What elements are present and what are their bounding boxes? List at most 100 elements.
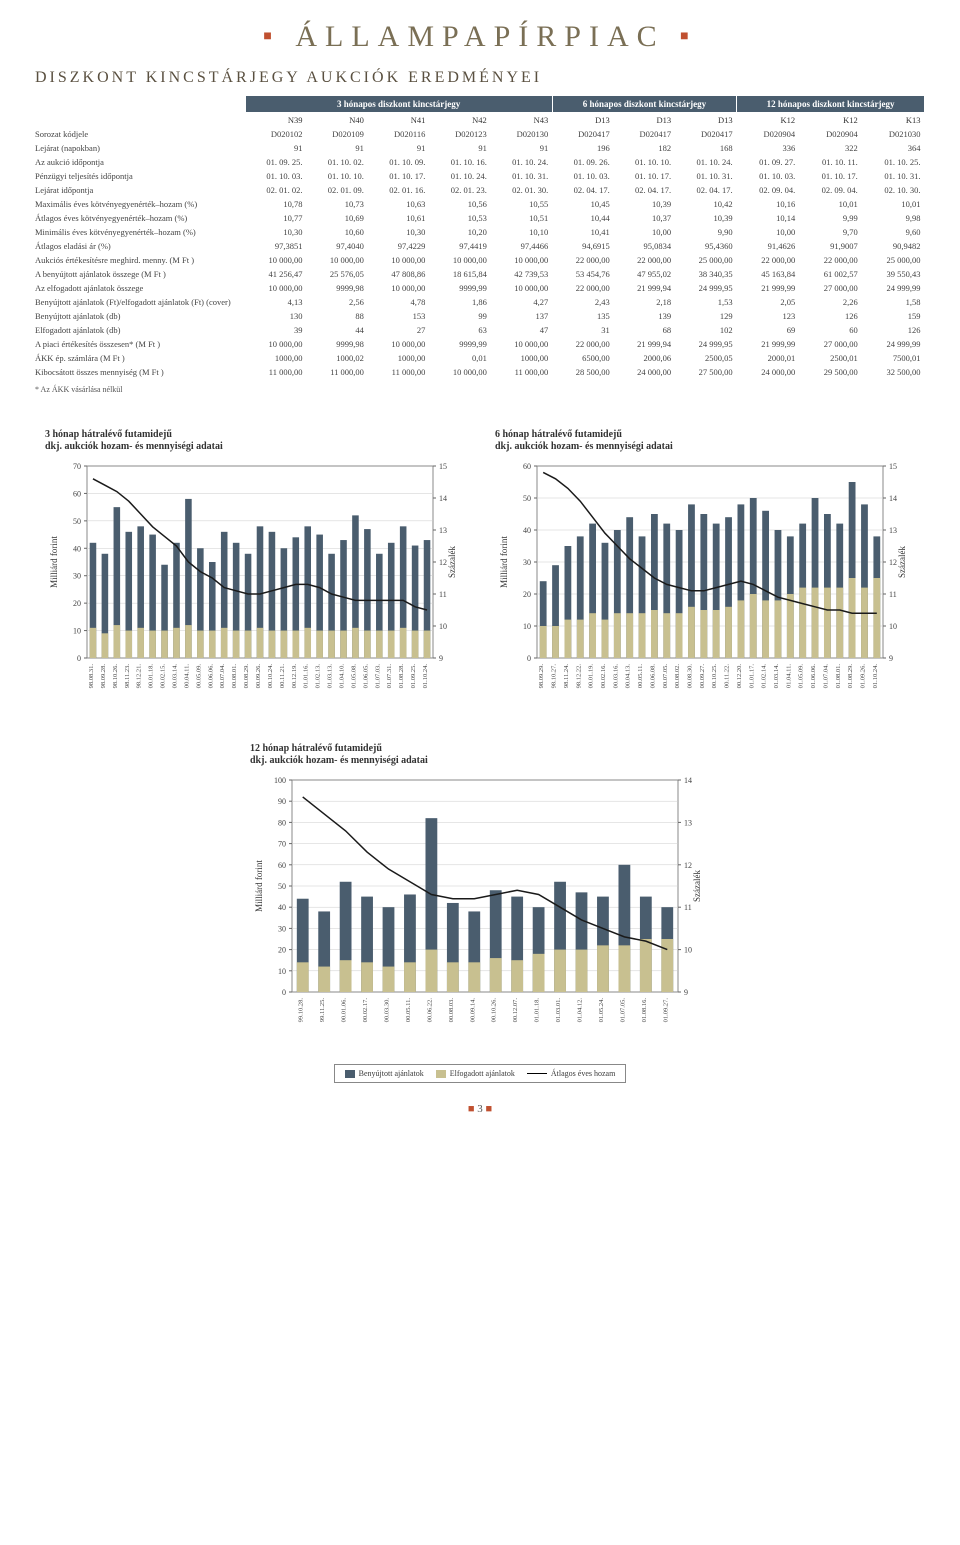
svg-text:01.03.14.: 01.03.14. <box>773 664 780 689</box>
col-head <box>35 113 245 128</box>
col-group: 3 hónapos diszkont kincstárjegy <box>245 96 552 113</box>
svg-text:01.05.24.: 01.05.24. <box>598 998 605 1023</box>
svg-text:14: 14 <box>684 776 692 785</box>
svg-text:01.07.05.: 01.07.05. <box>619 998 626 1023</box>
svg-text:01.09.25.: 01.09.25. <box>410 664 417 689</box>
svg-text:12: 12 <box>684 861 692 870</box>
svg-text:00.12.20.: 00.12.20. <box>736 664 743 689</box>
svg-text:9: 9 <box>889 654 893 663</box>
svg-text:00.07.04.: 00.07.04. <box>219 664 226 689</box>
table-row: Minimális éves kötvényegyenérték–hozam (… <box>35 225 925 239</box>
svg-text:01.05.08.: 01.05.08. <box>350 664 357 689</box>
svg-text:00.05.11.: 00.05.11. <box>405 998 412 1023</box>
svg-text:10: 10 <box>73 627 81 636</box>
svg-text:12: 12 <box>889 558 897 567</box>
table-row: Lejárat (napokban)9191919191196182168336… <box>35 141 925 155</box>
svg-text:98.08.31.: 98.08.31. <box>88 664 95 689</box>
svg-text:00.08.02.: 00.08.02. <box>674 664 681 689</box>
svg-text:30: 30 <box>278 924 286 933</box>
svg-text:10: 10 <box>889 622 897 631</box>
svg-text:12: 12 <box>439 558 447 567</box>
svg-text:00.09.27.: 00.09.27. <box>699 664 706 689</box>
svg-text:00.05.09.: 00.05.09. <box>195 664 202 689</box>
svg-text:14: 14 <box>439 494 447 503</box>
svg-text:10: 10 <box>278 967 286 976</box>
svg-text:00.11.22.: 00.11.22. <box>724 664 731 689</box>
legend-avg: Átlagos éves hozam <box>527 1069 615 1078</box>
col-group: 12 hónapos diszkont kincstárjegy <box>737 96 925 113</box>
svg-text:98.10.27.: 98.10.27. <box>551 664 558 689</box>
table-row: Kibocsátott összes mennyiség (M Ft )11 0… <box>35 365 925 379</box>
svg-text:10: 10 <box>439 622 447 631</box>
svg-text:00.12.07.: 00.12.07. <box>512 998 519 1023</box>
svg-text:00.07.05.: 00.07.05. <box>662 664 669 689</box>
svg-text:70: 70 <box>278 840 286 849</box>
svg-text:00.03.16.: 00.03.16. <box>612 664 619 689</box>
svg-text:60: 60 <box>278 861 286 870</box>
svg-text:00.02.16.: 00.02.16. <box>600 664 607 689</box>
section-title: DISZKONT KINCSTÁRJEGY AUKCIÓK EREDMÉNYEI <box>35 69 925 87</box>
svg-text:01.01.18.: 01.01.18. <box>534 998 541 1023</box>
svg-text:98.11.24.: 98.11.24. <box>563 664 570 689</box>
svg-text:100: 100 <box>274 776 286 785</box>
svg-text:11: 11 <box>439 590 447 599</box>
svg-text:9: 9 <box>439 654 443 663</box>
svg-text:00.02.15.: 00.02.15. <box>160 664 167 689</box>
svg-text:01.01.16.: 01.01.16. <box>303 664 310 689</box>
svg-text:00.10.26.: 00.10.26. <box>491 998 498 1023</box>
chart-6month: 6 hónap hátralévő futamidejűdkj. aukciók… <box>495 429 915 718</box>
table-row: Átlagos éves kötvényegyenérték–hozam (%)… <box>35 211 925 225</box>
col-head: D13 <box>675 113 736 128</box>
col-head: N39 <box>245 113 306 128</box>
svg-text:01.01.17.: 01.01.17. <box>748 664 755 689</box>
table-row: Az elfogadott ajánlatok összege10 000,00… <box>35 281 925 295</box>
svg-text:50: 50 <box>278 882 286 891</box>
svg-text:01.10.24.: 01.10.24. <box>872 664 879 689</box>
svg-text:98.12.22.: 98.12.22. <box>575 664 582 689</box>
col-head: K12 <box>799 113 862 128</box>
svg-text:99.10.28.: 99.10.28. <box>298 998 305 1023</box>
svg-text:50: 50 <box>523 494 531 503</box>
svg-text:40: 40 <box>73 544 81 553</box>
table-row: Benyújtott ajánlatok (db)130881539913713… <box>35 309 925 323</box>
svg-text:01.02.14.: 01.02.14. <box>761 664 768 689</box>
svg-text:14: 14 <box>889 494 897 503</box>
svg-text:00.11.21.: 00.11.21. <box>279 664 286 689</box>
svg-text:00.12.19.: 00.12.19. <box>291 664 298 689</box>
table-row: Aukciós értékesítésre meghird. menny. (M… <box>35 253 925 267</box>
svg-text:11: 11 <box>889 590 897 599</box>
table-row: Benyújtott ajánlatok (Ft)/elfogadott ajá… <box>35 295 925 309</box>
svg-text:01.05.09.: 01.05.09. <box>798 664 805 689</box>
svg-text:01.09.27.: 01.09.27. <box>662 998 669 1023</box>
col-head: N41 <box>368 113 429 128</box>
svg-text:Milliárd forint: Milliárd forint <box>499 536 509 588</box>
svg-text:98.09.29.: 98.09.29. <box>538 664 545 689</box>
svg-text:00.09.26.: 00.09.26. <box>255 664 262 689</box>
table-row: Az aukció időpontja01. 09. 25.01. 10. 02… <box>35 155 925 169</box>
svg-text:00.08.30.: 00.08.30. <box>686 664 693 689</box>
svg-text:9: 9 <box>684 988 688 997</box>
svg-text:01.06.05.: 01.06.05. <box>362 664 369 689</box>
svg-text:60: 60 <box>523 462 531 471</box>
svg-text:01.10.24.: 01.10.24. <box>422 664 429 689</box>
svg-text:00.04.11.: 00.04.11. <box>183 664 190 689</box>
footnote: * Az ÁKK vásárlása nélkül <box>35 385 925 394</box>
col-head: K13 <box>862 113 925 128</box>
svg-text:01.04.12.: 01.04.12. <box>577 998 584 1023</box>
svg-text:01.03.13.: 01.03.13. <box>327 664 334 689</box>
svg-text:01.04.10.: 01.04.10. <box>339 664 346 689</box>
svg-text:00.03.30.: 00.03.30. <box>384 998 391 1023</box>
svg-text:15: 15 <box>439 462 447 471</box>
svg-text:11: 11 <box>684 903 692 912</box>
svg-text:01.02.13.: 01.02.13. <box>315 664 322 689</box>
svg-text:20: 20 <box>73 599 81 608</box>
svg-text:01.07.04.: 01.07.04. <box>822 664 829 689</box>
svg-text:0: 0 <box>77 654 81 663</box>
svg-text:13: 13 <box>889 526 897 535</box>
svg-text:70: 70 <box>73 462 81 471</box>
svg-text:00.06.06.: 00.06.06. <box>207 664 214 689</box>
col-group: 6 hónapos diszkont kincstárjegy <box>552 96 736 113</box>
chart-12month: 12 hónap hátralévő futamidejűdkj. aukció… <box>250 743 710 1083</box>
svg-text:30: 30 <box>73 572 81 581</box>
svg-text:01.04.11.: 01.04.11. <box>785 664 792 689</box>
